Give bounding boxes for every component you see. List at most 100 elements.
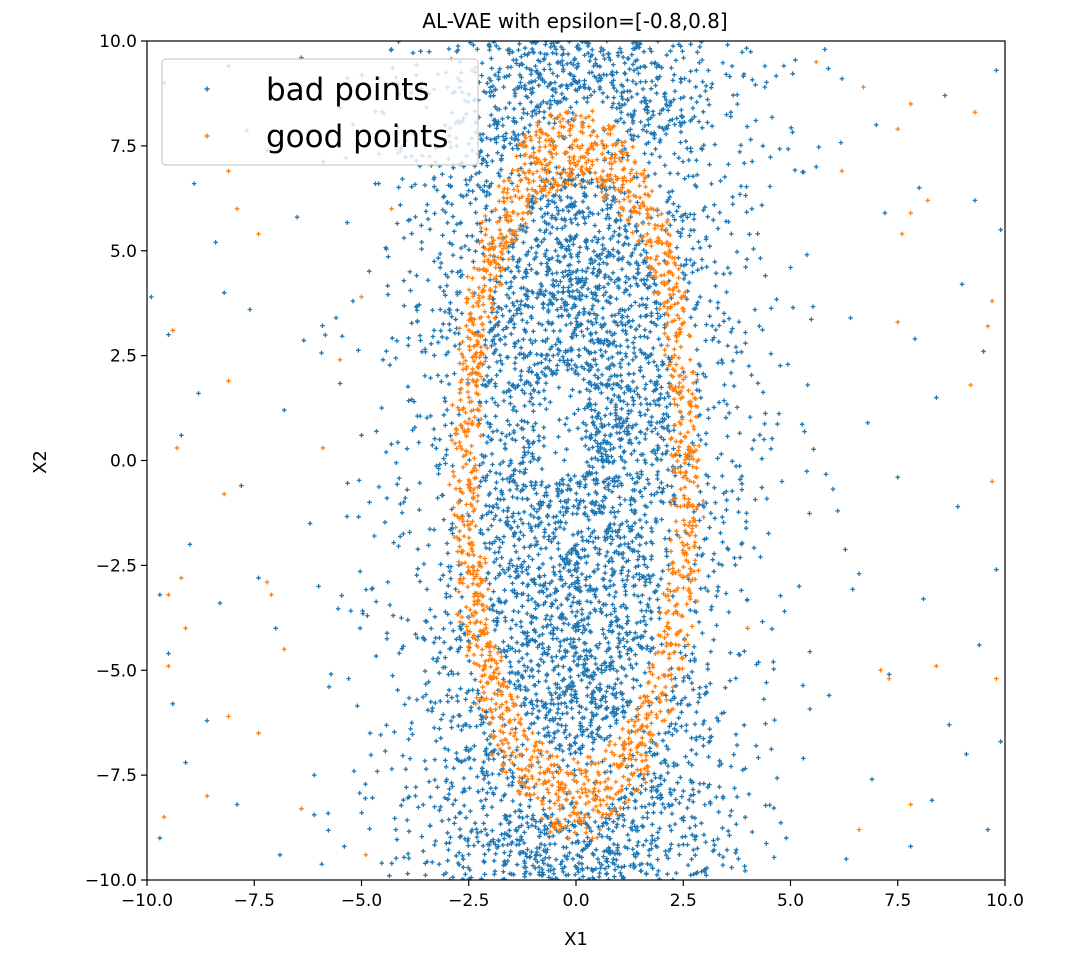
- bad-point: [481, 377, 487, 383]
- bad-point: [488, 112, 494, 118]
- bad-point: [440, 171, 445, 177]
- bad-point: [583, 577, 589, 582]
- bad-point: [446, 791, 452, 797]
- bad-point: [513, 438, 518, 443]
- bad-point: [622, 459, 628, 465]
- bad-point: [637, 577, 642, 582]
- bad-point: [566, 208, 571, 214]
- bad-point: [569, 366, 575, 372]
- bad-point: [553, 526, 559, 532]
- bad-point: [577, 245, 583, 250]
- bad-point: [387, 362, 393, 368]
- bad-point: [479, 876, 484, 880]
- bad-point: [620, 555, 626, 561]
- bad-point: [405, 384, 411, 389]
- bad-point: [580, 268, 585, 273]
- bad-point: [590, 676, 596, 682]
- bad-point: [646, 604, 651, 610]
- bad-point: [607, 294, 612, 300]
- bad-point: [384, 636, 390, 642]
- bad-point: [724, 112, 729, 117]
- bad-point: [489, 437, 494, 442]
- bad-point: [600, 207, 605, 213]
- bad-point: [422, 758, 428, 764]
- bad-point: [661, 106, 666, 112]
- bad-point: [703, 83, 709, 89]
- bad-point: [547, 105, 552, 111]
- bad-point: [568, 476, 574, 482]
- bad-point: [422, 346, 428, 352]
- bad-point: [737, 477, 743, 482]
- bad-point: [581, 648, 587, 654]
- bad-point: [655, 316, 661, 321]
- bad-point: [606, 422, 612, 427]
- bad-point: [624, 337, 630, 343]
- bad-point: [576, 310, 582, 315]
- bad-point: [591, 89, 597, 94]
- bad-point: [621, 602, 626, 607]
- bad-point: [541, 602, 546, 607]
- bad-point: [705, 784, 711, 790]
- bad-point: [646, 160, 652, 165]
- bad-point: [638, 683, 643, 688]
- bad-point: [672, 151, 677, 157]
- bad-point: [531, 514, 537, 520]
- bad-point: [607, 578, 613, 584]
- bad-point: [583, 504, 588, 510]
- bad-point: [631, 402, 636, 407]
- bad-point: [562, 422, 568, 427]
- bad-point: [518, 165, 524, 171]
- bad-point: [502, 792, 508, 797]
- bad-point: [564, 710, 570, 716]
- bad-point: [694, 735, 699, 740]
- bad-point: [516, 47, 521, 53]
- bad-point: [691, 509, 697, 515]
- bad-point: [620, 578, 625, 583]
- bad-point: [666, 528, 672, 534]
- bad-point: [455, 43, 461, 49]
- bad-point: [484, 203, 489, 209]
- bad-point: [582, 78, 587, 83]
- bad-point: [629, 791, 635, 797]
- bad-point: [549, 539, 554, 545]
- bad-point: [530, 402, 536, 407]
- bad-point: [505, 354, 511, 360]
- bad-point: [634, 57, 640, 63]
- bad-point: [710, 557, 716, 562]
- bad-point: [722, 174, 728, 180]
- bad-point: [409, 320, 414, 326]
- bad-point: [736, 319, 742, 325]
- bad-point: [562, 223, 568, 229]
- bad-point: [678, 140, 683, 145]
- bad-point: [456, 412, 462, 417]
- bad-point: [373, 599, 379, 604]
- bad-point: [524, 65, 529, 71]
- bad-point: [460, 853, 465, 859]
- bad-point: [541, 67, 547, 72]
- bad-point: [557, 742, 562, 748]
- bad-point: [723, 591, 729, 596]
- bad-point: [531, 329, 536, 334]
- bad-point: [466, 852, 472, 857]
- bad-point: [658, 810, 664, 815]
- bad-point: [622, 644, 627, 649]
- bad-point: [449, 669, 454, 674]
- bad-point: [655, 830, 661, 835]
- bad-point: [436, 670, 442, 676]
- bad-point: [499, 431, 505, 436]
- bad-point: [443, 461, 448, 466]
- bad-point: [597, 860, 602, 866]
- bad-point: [483, 503, 489, 508]
- bad-point: [633, 243, 639, 248]
- bad-point: [625, 846, 630, 851]
- bad-point: [602, 56, 607, 62]
- bad-point: [622, 582, 628, 587]
- bad-point: [603, 553, 609, 559]
- bad-point: [620, 54, 626, 60]
- bad-point: [735, 101, 740, 107]
- bad-point: [476, 705, 482, 711]
- bad-point: [487, 741, 493, 747]
- bad-point: [698, 586, 704, 591]
- bad-point: [611, 819, 616, 824]
- bad-point: [530, 305, 535, 310]
